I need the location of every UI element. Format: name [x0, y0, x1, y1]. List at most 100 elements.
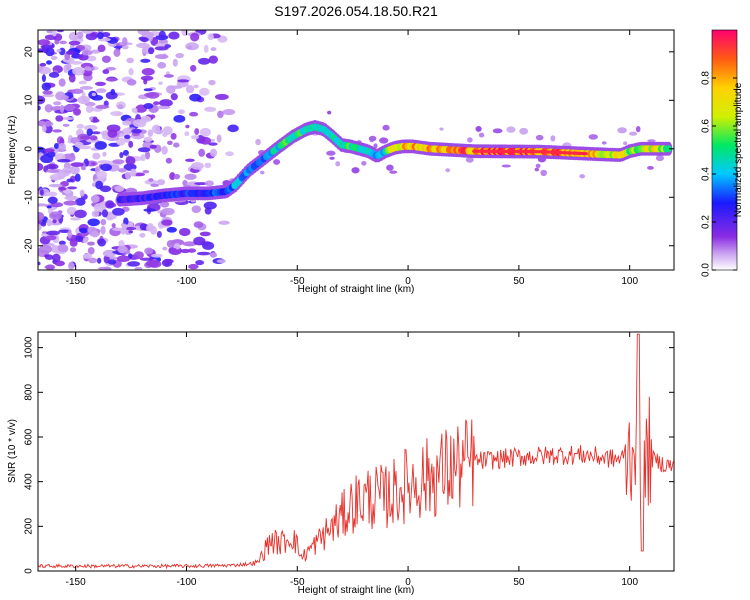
- noise-speck: [222, 109, 236, 116]
- snr-y-tick-label: 0: [24, 568, 35, 574]
- noise-speck: [203, 44, 209, 53]
- noise-speck: [76, 123, 84, 129]
- noise-speck: [150, 225, 157, 235]
- noise-speck: [112, 207, 125, 216]
- noise-speck: [178, 109, 185, 115]
- noise-speck: [79, 227, 89, 234]
- noise-speck: [143, 103, 154, 109]
- noise-speck: [69, 60, 83, 65]
- noise-speck: [623, 141, 628, 146]
- noise-speck: [66, 50, 75, 55]
- noise-speck: [102, 69, 110, 75]
- noise-speck: [85, 32, 98, 41]
- noise-speck: [91, 162, 96, 166]
- noise-speck: [199, 136, 212, 145]
- noise-speck: [46, 60, 53, 65]
- noise-speck: [588, 134, 598, 140]
- noise-speck: [38, 105, 41, 111]
- noise-speck: [48, 71, 60, 78]
- noise-speck: [45, 169, 60, 173]
- colorbar-tick-label: 0.6: [701, 119, 712, 133]
- noise-speck: [53, 101, 62, 106]
- noise-speck: [142, 170, 150, 174]
- snr-plot-area: [38, 332, 674, 571]
- noise-speck: [91, 210, 100, 218]
- noise-speck: [126, 57, 135, 64]
- noise-speck: [186, 45, 193, 50]
- noise-speck: [67, 186, 78, 190]
- noise-speck: [44, 191, 58, 197]
- noise-speck: [46, 218, 52, 227]
- noise-speck: [140, 58, 151, 63]
- noise-speck: [122, 128, 131, 134]
- noise-speck: [169, 172, 176, 181]
- noise-speck: [191, 205, 202, 213]
- spectrogram-x-tick-label: 0: [405, 276, 411, 287]
- noise-speck: [57, 170, 67, 179]
- noise-speck: [218, 220, 230, 225]
- noise-speck: [154, 54, 169, 60]
- ridge-core: [582, 152, 588, 156]
- noise-speck: [55, 115, 64, 122]
- noise-speck: [95, 88, 107, 94]
- noise-speck: [149, 144, 157, 149]
- noise-speck: [214, 93, 229, 100]
- noise-speck: [540, 169, 548, 177]
- noise-speck: [38, 39, 51, 46]
- noise-speck: [173, 243, 181, 250]
- noise-speck: [389, 170, 398, 174]
- noise-speck: [193, 84, 199, 89]
- noise-speck: [156, 230, 162, 238]
- noise-speck: [100, 225, 106, 235]
- noise-speck: [126, 79, 137, 86]
- noise-speck: [161, 145, 168, 155]
- noise-speck: [159, 201, 170, 208]
- noise-speck: [61, 116, 75, 121]
- noise-speck: [86, 55, 97, 62]
- noise-speck: [373, 143, 378, 149]
- noise-speck: [111, 223, 116, 228]
- noise-speck: [66, 206, 77, 215]
- noise-speck: [207, 33, 214, 41]
- noise-speck: [101, 55, 111, 63]
- noise-speck: [189, 93, 202, 102]
- noise-speck: [217, 35, 228, 43]
- noise-speck: [204, 180, 214, 187]
- snr-y-tick-label: 800: [24, 384, 35, 401]
- noise-speck: [165, 71, 170, 75]
- chart-title: S197.2026.054.18.50.R21: [274, 3, 438, 19]
- noise-speck: [47, 196, 58, 204]
- noise-speck: [82, 253, 93, 259]
- noise-speck: [172, 58, 178, 67]
- noise-speck: [97, 266, 112, 270]
- noise-speck: [70, 162, 84, 167]
- noise-speck: [58, 78, 66, 87]
- noise-speck: [107, 129, 118, 138]
- noise-speck: [81, 49, 93, 56]
- noise-speck: [185, 124, 190, 129]
- noise-speck: [72, 67, 85, 76]
- noise-speck: [601, 141, 607, 145]
- noise-speck: [148, 47, 155, 55]
- noise-speck: [69, 165, 80, 175]
- spectrogram-y-tick-label: -10: [24, 190, 35, 205]
- noise-speck: [94, 81, 106, 86]
- noise-speck: [655, 155, 664, 162]
- snr-x-tick-label: 0: [405, 577, 411, 588]
- noise-speck: [647, 139, 656, 143]
- noise-speck: [54, 39, 60, 45]
- noise-speck: [184, 131, 190, 137]
- noise-speck: [157, 105, 171, 110]
- snr-y-tick-label: 1000: [24, 336, 35, 359]
- noise-speck: [382, 124, 390, 131]
- noise-speck: [77, 95, 91, 105]
- noise-speck: [59, 40, 67, 45]
- noise-speck: [209, 252, 218, 258]
- noise-speck: [86, 128, 93, 137]
- noise-speck: [46, 230, 60, 236]
- noise-speck: [91, 230, 99, 238]
- noise-speck: [93, 203, 107, 212]
- noise-speck: [163, 74, 174, 78]
- noise-speck: [216, 259, 227, 264]
- colorbar-gradient: [711, 29, 738, 271]
